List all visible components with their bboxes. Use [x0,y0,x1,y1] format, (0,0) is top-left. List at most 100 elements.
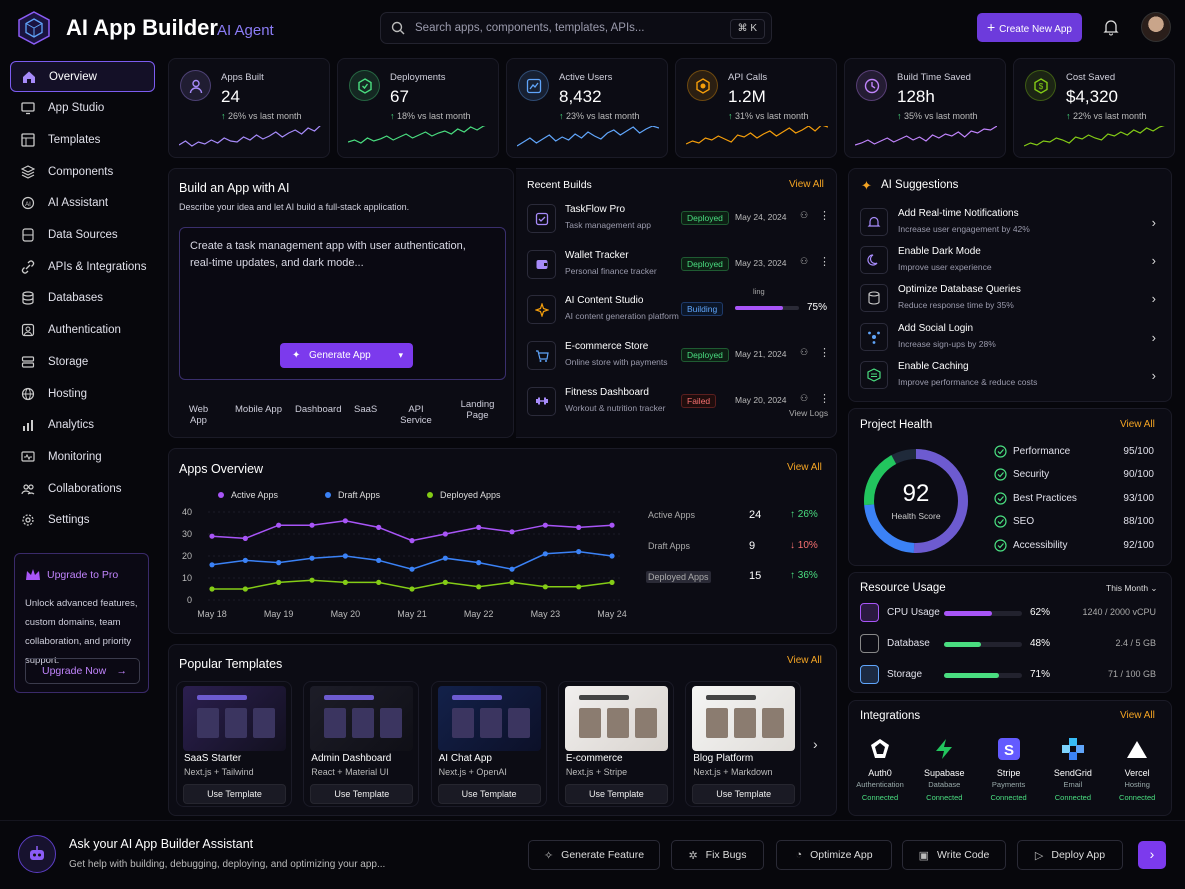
integrations-view-all-link[interactable]: View All [1120,710,1155,721]
sidebar-item-analytics[interactable]: Analytics [10,410,155,441]
use-template-button[interactable]: Use Template [564,784,668,804]
chip-api-service[interactable]: API Service [400,404,432,426]
summary-value: 9 [749,539,756,552]
sidebar-item-monitoring[interactable]: Monitoring [10,441,155,472]
sidebar-item-overview[interactable]: Overview [10,61,155,92]
resource-label: Storage [887,669,923,680]
suggestion-item[interactable]: Enable Caching Improve performance & redu… [860,358,1164,394]
sidebar-item-app-studio[interactable]: App Studio [10,93,155,124]
overview-view-all-link[interactable]: View All [787,462,822,473]
create-new-app-label: Create New App [999,24,1072,35]
database-icon [860,284,888,313]
send-button[interactable]: › [1138,841,1166,869]
action-write-code-button[interactable]: ▣ Write Code [902,840,1006,870]
summary-change: ↓ 10% [790,540,818,551]
suggestion-item[interactable]: Optimize Database Queries Reduce response… [860,281,1164,317]
sidebar-item-settings[interactable]: Settings [10,505,155,536]
sidebar-item-authentication[interactable]: Authentication [10,315,155,346]
chip-mobile-app[interactable]: Mobile App [235,404,283,415]
more-options-icon[interactable]: ⋮ [819,347,830,360]
suggestion-item[interactable]: Add Social Login Increase sign-ups by 28%… [860,320,1164,356]
data-point [576,549,582,555]
chevron-down-icon[interactable]: ▾ [398,350,403,360]
resource-bar-fill [944,611,993,616]
build-name: E-commerce Store [565,341,649,353]
sidebar-item-components[interactable]: Components [10,156,155,187]
data-point [542,551,548,557]
sidebar-item-data-sources[interactable]: Data Sources [10,220,155,251]
clock-icon [856,70,887,101]
recent-view-all-link[interactable]: View All [789,179,824,190]
sidebar-item-ai-assistant[interactable]: AI AI Assistant [10,188,155,219]
users-icon [518,70,549,101]
integration-item[interactable]: Supabase Database Connected [914,738,974,802]
collaborators-icon: ⚇ [800,210,809,220]
data-point [342,579,348,585]
use-template-button[interactable]: Use Template [692,784,796,804]
suggestion-item[interactable]: Enable Dark Mode Improve user experience › [860,243,1164,279]
build-row[interactable]: E-commerce Store Online store with paymen… [527,339,830,379]
build-row[interactable]: TaskFlow Pro Task management app Deployed M… [527,202,830,242]
template-card[interactable]: AI Chat App Next.js + OpenAI Use Template [430,681,547,807]
build-name: AI Content Studio [565,295,644,307]
thumbnail-block [380,708,403,738]
bell-icon[interactable] [1102,18,1120,36]
chevron-right-icon: › [1151,329,1156,345]
chip-landing-page[interactable]: Landing Page [460,399,495,421]
sidebar-item-templates[interactable]: Templates [10,124,155,155]
health-metric-label: SEO [1013,516,1035,528]
use-template-button[interactable]: Use Template [310,784,414,804]
integration-item[interactable]: SendGrid Email Connected [1043,738,1103,802]
action-fix-bugs-button[interactable]: ✲ Fix Bugs [671,840,764,870]
build-description: Personal finance tracker [565,265,657,276]
global-search[interactable]: Search apps, components, templates, APIs… [380,12,772,44]
chip-dashboard[interactable]: Dashboard [295,404,342,415]
more-options-icon[interactable]: ⋮ [819,392,830,405]
template-card[interactable]: E-commerce Next.js + Stripe Use Template [557,681,674,807]
integration-item[interactable]: Vercel Hosting Connected [1107,738,1167,802]
user-avatar[interactable] [1141,12,1171,42]
chip-saas[interactable]: SaaS [354,404,378,415]
health-metric: Accessibility 92/100 [994,538,1162,557]
template-card[interactable]: Blog Platform Next.js + Markdown Use Templ… [685,681,802,807]
cart-icon [527,341,556,371]
data-point [376,579,382,585]
period-select[interactable]: This Month ⌄ [1106,583,1158,594]
create-new-app-button[interactable]: + Create New App [977,13,1082,42]
sidebar-item-collaborations[interactable]: Collaborations [10,473,155,504]
chevron-right-icon[interactable]: › [813,736,818,752]
thumbnail-block [225,708,247,738]
action-generate-feature-button[interactable]: ✧ Generate Feature [528,840,660,870]
template-card[interactable]: Admin Dashboard React + Material UI Use Te… [303,681,420,807]
sidebar-item-databases[interactable]: Databases [10,283,155,314]
integration-item[interactable]: Auth0 Authentication Connected [850,738,910,802]
generate-app-button[interactable]: ✦ Generate App ▾ [280,343,413,368]
view-logs-link[interactable]: View Logs [789,408,829,418]
action-deploy-app-button[interactable]: ▷ Deploy App [1017,840,1123,870]
build-row[interactable]: AI Content Studio AI content generation p… [527,287,827,333]
use-template-button[interactable]: Use Template [437,784,541,804]
use-template-button[interactable]: Use Template [183,784,286,804]
search-input[interactable]: Search apps, components, templates, APIs… [415,22,645,34]
integration-item[interactable]: S Stripe Payments Connected [979,738,1039,802]
deploy-icon: ▷ [1034,849,1044,862]
build-row[interactable]: Fitness Dashboard Workout & nutrition tra… [527,385,830,425]
health-view-all-link[interactable]: View All [1120,419,1155,430]
sidebar-item-apis-integrations[interactable]: APIs & Integrations [10,251,155,282]
chip-web-app[interactable]: Web App [188,404,209,426]
action-optimize-app-button[interactable]: ◔ Optimize App [776,840,892,870]
templates-view-all-link[interactable]: View All [787,655,822,666]
template-card[interactable]: SaaS Starter Next.js + Tailwind Use Templa… [176,681,292,807]
more-options-icon[interactable]: ⋮ [819,210,830,222]
data-point [576,524,582,530]
template-stack: Next.js + Stripe [565,767,628,777]
suggestion-item[interactable]: Add Real-time Notifications Increase user… [860,205,1164,241]
sidebar-item-storage[interactable]: Storage [10,346,155,377]
more-options-icon[interactable]: ⋮ [819,255,830,268]
sidebar-item-hosting[interactable]: Hosting [10,378,155,409]
build-row[interactable]: Wallet Tracker Personal finance tracker De… [527,248,830,288]
prompt-text: Create a task management app with user a… [190,240,466,269]
upgrade-now-button[interactable]: Upgrade Now → [25,658,140,684]
recent-builds-title: Recent Builds [527,179,592,191]
sidebar-item-label: Analytics [48,419,95,432]
